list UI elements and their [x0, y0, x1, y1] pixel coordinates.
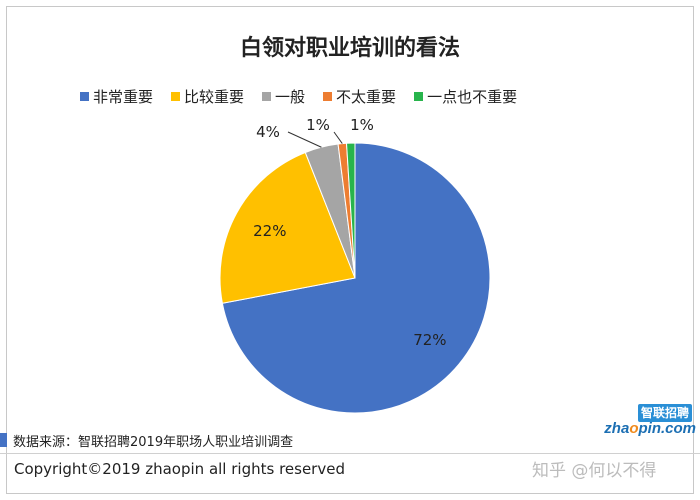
legend-label: 比较重要 — [184, 87, 245, 106]
zhaopin-logo: 智联招聘 zhaopin.com — [588, 404, 696, 438]
pie-slice-very-important — [221, 142, 491, 414]
legend-swatch — [80, 91, 89, 101]
source-marker — [0, 433, 7, 447]
chart-legend: 非常重要 比较重要 一般 不太重要 一点也不重要 — [80, 84, 517, 108]
legend-swatch — [414, 91, 424, 101]
copyright-text: Copyright©2019 zhaopin all rights reserv… — [14, 460, 345, 478]
legend-item-average: 一般 — [262, 86, 305, 107]
legend-item-not-important-at-all: 一点也不重要 — [414, 86, 517, 107]
logo-badge: 智联招聘 — [638, 404, 692, 422]
pie-slice-not-important-at-all — [345, 142, 356, 279]
chart-title: 白领对职业培训的看法 — [239, 36, 460, 61]
zhihu-watermark: 知乎 @何以不得 — [532, 461, 657, 481]
pie-label-fairly-important: 22% — [253, 222, 286, 240]
legend-item-fairly-important: 比较重要 — [171, 86, 244, 107]
legend-swatch — [171, 91, 181, 101]
legend-label: 非常重要 — [93, 87, 154, 106]
legend-item-not-very-important: 不太重要 — [323, 86, 396, 107]
leader-line-average — [287, 131, 322, 148]
pie-label-not-important-at-all: 1% — [350, 116, 374, 134]
pie-label-very-important: 72% — [413, 331, 446, 349]
footer-divider — [0, 453, 700, 454]
legend-label: 不太重要 — [336, 87, 397, 106]
source-text: 数据来源：智联招聘2019年职场人职业培训调查 — [13, 434, 294, 450]
legend-label: 一点也不重要 — [427, 87, 518, 106]
logo-wordmark: zhaopin.com — [604, 420, 696, 437]
pie-label-average: 4% — [256, 123, 280, 141]
pie-label-not-very-important: 1% — [306, 116, 330, 134]
pie-slice-fairly-important — [219, 151, 356, 304]
legend-swatch — [262, 91, 272, 101]
legend-swatch — [323, 91, 333, 101]
data-source-note: 数据来源：智联招聘2019年职场人职业培训调查 — [0, 430, 293, 450]
legend-item-very-important: 非常重要 — [80, 86, 153, 107]
leader-line-not-very-important — [333, 131, 343, 144]
legend-label: 一般 — [275, 87, 306, 106]
